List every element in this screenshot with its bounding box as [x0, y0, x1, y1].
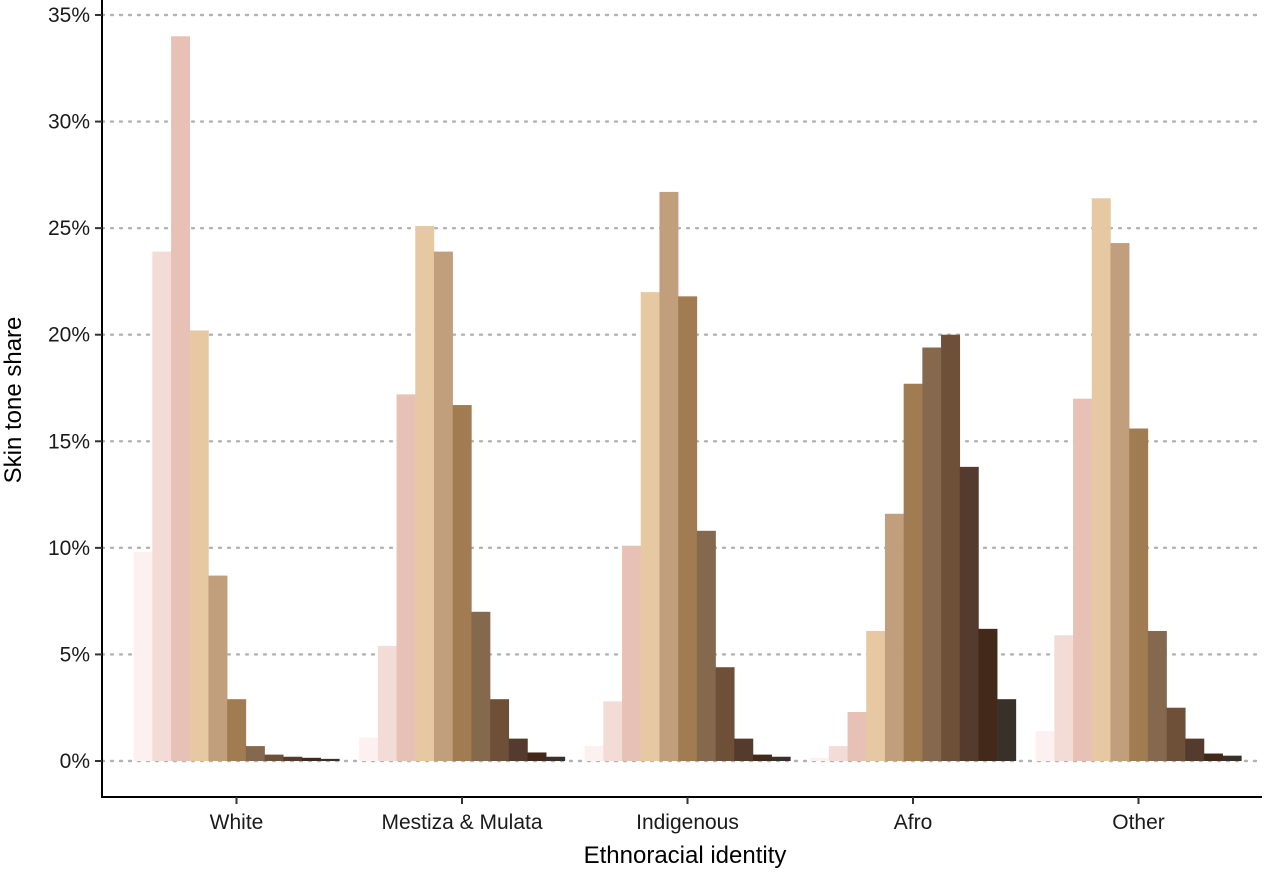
x-tick-label: Mestiza & Mulata — [381, 811, 542, 834]
bar — [603, 701, 623, 761]
bar — [884, 513, 904, 761]
bar — [715, 667, 735, 761]
bar — [264, 754, 284, 761]
bar — [584, 746, 604, 761]
y-tick-label: 30% — [48, 111, 90, 134]
bar — [433, 251, 453, 761]
y-ticks: 0% 5% 10% 15% 20% 25% 30% 35% — [48, 4, 102, 773]
bar — [847, 711, 867, 761]
bar — [1185, 738, 1205, 761]
y-tick-label: 0% — [60, 750, 90, 773]
bar — [997, 699, 1017, 761]
bar — [152, 251, 172, 761]
bar — [1110, 243, 1130, 761]
bar — [640, 292, 660, 761]
bar — [1166, 707, 1186, 761]
bar — [301, 757, 321, 761]
bar — [508, 738, 528, 761]
bar — [1147, 630, 1167, 761]
bar — [320, 758, 340, 761]
y-tick-label: 10% — [48, 537, 90, 560]
x-ticks: White Mestiza & Mulata Indigenous Afro Other — [210, 797, 1165, 834]
bar — [527, 752, 547, 761]
bar — [828, 746, 848, 761]
bar — [678, 296, 698, 761]
axes — [101, 0, 1262, 798]
bar — [471, 611, 491, 761]
y-tick-label: 25% — [48, 217, 90, 240]
bar — [1091, 198, 1111, 762]
bar — [227, 699, 247, 761]
bar — [283, 756, 303, 761]
bar — [978, 628, 998, 761]
bar — [734, 738, 754, 761]
bar — [208, 575, 228, 761]
bar — [810, 757, 830, 761]
bar — [866, 630, 886, 761]
bar — [490, 699, 510, 761]
x-tick-label: Afro — [894, 811, 933, 834]
bar — [622, 545, 642, 761]
bar — [1073, 398, 1093, 761]
bar — [452, 405, 472, 761]
bar — [1054, 635, 1074, 761]
y-tick-label: 20% — [48, 324, 90, 347]
x-tick-label: White — [210, 811, 264, 834]
bar — [1203, 753, 1223, 761]
bar — [752, 754, 772, 761]
bar — [959, 466, 979, 761]
bar — [1222, 755, 1242, 761]
bar — [245, 746, 265, 761]
bar — [659, 191, 679, 761]
bar — [133, 552, 153, 761]
bar — [189, 330, 209, 761]
bar — [396, 394, 416, 761]
bar — [171, 36, 191, 762]
bar — [903, 383, 923, 761]
y-tick-label: 35% — [48, 4, 90, 27]
bars — [133, 36, 1242, 762]
bar — [377, 645, 397, 761]
bar — [771, 756, 791, 761]
bar — [696, 530, 716, 761]
x-tick-label: Other — [1112, 811, 1165, 834]
bar — [415, 226, 435, 761]
bar — [1035, 731, 1055, 761]
bar — [922, 347, 942, 761]
bar — [941, 334, 961, 761]
x-tick-label: Indigenous — [636, 811, 739, 834]
bar — [546, 756, 566, 761]
bar — [1129, 428, 1149, 761]
x-axis-title: Ethnoracial identity — [584, 842, 787, 869]
y-axis-title: Skin tone share — [0, 317, 27, 484]
y-tick-label: 5% — [60, 643, 90, 666]
y-tick-label: 15% — [48, 430, 90, 453]
bar — [359, 737, 379, 761]
